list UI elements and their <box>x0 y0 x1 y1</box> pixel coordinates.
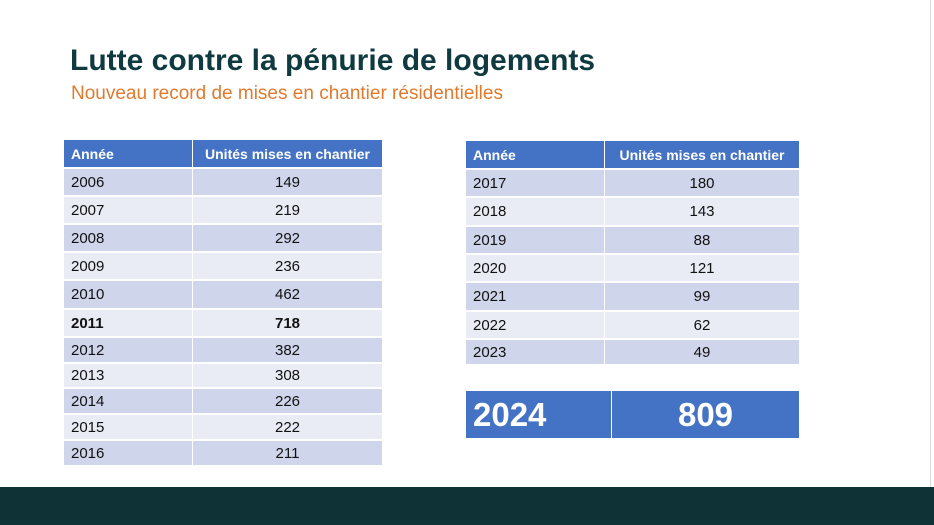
units-cell: 149 <box>192 168 382 197</box>
slide-subtitle: Nouveau record de mises en chantier rési… <box>71 83 503 104</box>
slide-edge <box>930 0 931 488</box>
year-cell: 2022 <box>466 311 605 340</box>
units-cell: 62 <box>604 311 799 340</box>
year-cell: 2020 <box>466 254 605 283</box>
units-cell: 219 <box>192 196 382 225</box>
table-row: 2007 219 <box>64 196 382 225</box>
units-cell: 180 <box>604 169 799 198</box>
year-cell: 2006 <box>64 168 193 197</box>
column-header-year: Année <box>64 140 193 169</box>
year-cell: 2013 <box>64 363 193 389</box>
record-units: 809 <box>677 396 734 433</box>
table-row: 2014 226 <box>64 388 382 415</box>
year-cell: 2007 <box>64 196 193 225</box>
table-row: 2006 149 <box>64 168 382 197</box>
units-cell: 99 <box>604 282 799 312</box>
year-cell: 2010 <box>64 280 193 310</box>
units-cell: 121 <box>604 254 799 283</box>
table-row: 2015 222 <box>64 414 382 441</box>
year-cell: 2014 <box>64 388 193 415</box>
units-cell: 462 <box>192 280 382 310</box>
units-cell: 718 <box>192 309 382 338</box>
units-cell: 143 <box>604 197 799 227</box>
table-row: 2016 211 <box>64 440 382 467</box>
housing-starts-table-2006-2016: Année Unités mises en chantier 2006 149 … <box>64 140 382 467</box>
table-row: 2009 236 <box>64 252 382 281</box>
units-cell: 308 <box>192 363 382 389</box>
year-cell: 2019 <box>466 226 605 255</box>
table-row: 2012 382 <box>64 337 382 364</box>
table-row: 2022 62 <box>466 311 799 340</box>
year-cell: 2012 <box>64 337 193 364</box>
year-cell: 2017 <box>466 169 605 198</box>
record-year: 2024 <box>466 391 612 438</box>
table-row: 2017 180 <box>466 169 799 198</box>
units-cell: 292 <box>192 224 382 253</box>
housing-starts-table-2017-2023: Année Unités mises en chantier 2017 180 … <box>466 141 799 366</box>
table-row: 2020 121 <box>466 254 799 283</box>
units-cell: 222 <box>192 414 382 441</box>
year-cell: 2008 <box>64 224 193 253</box>
table-row: 2019 88 <box>466 226 799 255</box>
slide-title: Lutte contre la pénurie de logements <box>70 44 596 77</box>
record-2024-banner: 2024 809 <box>466 391 799 438</box>
year-cell: 2021 <box>466 282 605 312</box>
year-cell: 2015 <box>64 414 193 441</box>
table-row: 2021 99 <box>466 282 799 312</box>
year-cell: 2011 <box>64 309 193 338</box>
table-row: 2023 49 <box>466 339 799 366</box>
table-row: 2010 462 <box>64 280 382 310</box>
units-cell: 382 <box>192 337 382 364</box>
column-header-year: Année <box>466 141 605 170</box>
year-cell: 2009 <box>64 252 193 281</box>
units-cell: 226 <box>192 388 382 415</box>
units-cell: 88 <box>604 226 799 255</box>
table-row: 2013 308 <box>64 363 382 389</box>
year-cell: 2016 <box>64 440 193 467</box>
table-header-row: Année Unités mises en chantier <box>64 140 382 169</box>
year-cell: 2023 <box>466 339 605 366</box>
year-cell: 2018 <box>466 197 605 227</box>
footer-bar <box>0 487 934 525</box>
units-cell: 211 <box>192 440 382 467</box>
table-row-highlighted: 2011 718 <box>64 309 382 338</box>
units-cell: 236 <box>192 252 382 281</box>
units-cell: 49 <box>604 339 799 366</box>
column-header-units: Unités mises en chantier <box>192 140 382 169</box>
table-row: 2008 292 <box>64 224 382 253</box>
column-header-units: Unités mises en chantier <box>604 141 799 170</box>
table-row: 2018 143 <box>466 197 799 227</box>
table-header-row: Année Unités mises en chantier <box>466 141 799 170</box>
